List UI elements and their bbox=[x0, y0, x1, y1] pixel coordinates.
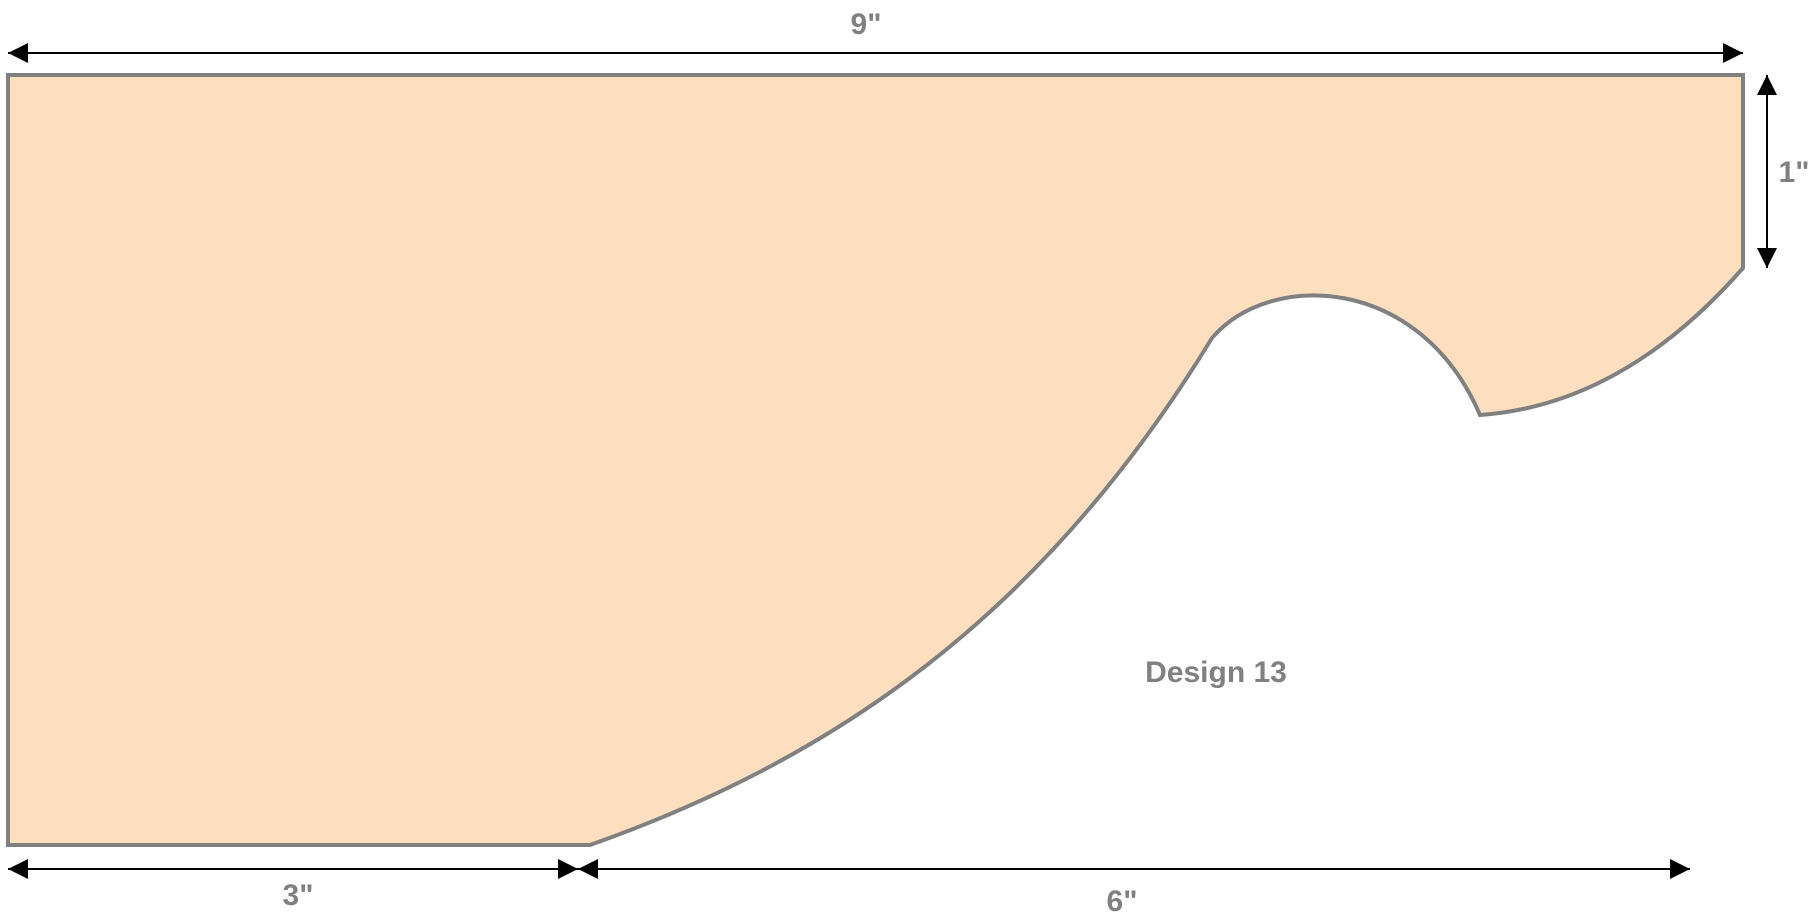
bottom-left-dimension-label: 3" bbox=[283, 879, 314, 912]
right-dimension-label: 1" bbox=[1779, 156, 1810, 189]
bottom-right-dimension-label: 6" bbox=[1107, 885, 1138, 912]
bracket-shape bbox=[6, 73, 1745, 847]
design-name-label: Design 13 bbox=[1145, 656, 1287, 689]
top-dimension-label: 9" bbox=[851, 8, 882, 41]
